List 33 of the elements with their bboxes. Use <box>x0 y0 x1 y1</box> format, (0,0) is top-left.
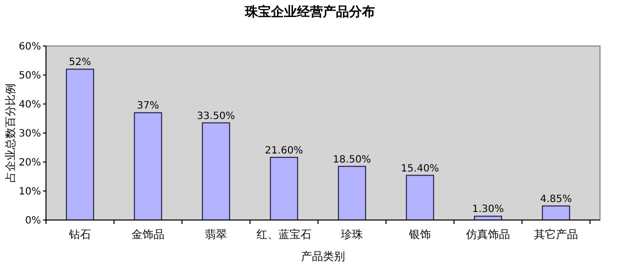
x-tick-label: 其它产品 <box>534 228 578 241</box>
chart-title: 珠宝企业经营产品分布 <box>244 4 375 20</box>
data-label: 37% <box>136 100 160 112</box>
bar <box>338 166 366 220</box>
x-tick-label: 金饰品 <box>132 228 164 241</box>
data-label: 1.30% <box>472 204 504 216</box>
data-label: 18.50% <box>332 154 372 166</box>
bar <box>202 122 230 220</box>
x-tick-label: 红、蓝宝石 <box>256 228 312 241</box>
x-tick-label: 珍珠 <box>341 228 363 241</box>
y-tick-label: 10% <box>18 186 41 198</box>
data-label: 15.40% <box>400 163 440 174</box>
data-label: 52% <box>68 57 92 68</box>
y-tick-label: 20% <box>18 158 41 168</box>
y-tick-label: 60% <box>18 42 41 52</box>
x-tick-label: 钻石 <box>68 228 91 241</box>
data-label: 33.50% <box>196 110 236 122</box>
data-label: 4.85% <box>540 194 572 205</box>
y-tick-label: 50% <box>18 70 41 82</box>
bar <box>134 112 162 220</box>
x-tick-label: 仿真饰品 <box>465 228 510 241</box>
bar <box>406 174 434 220</box>
bar <box>270 156 298 220</box>
y-axis-title: 占企业总数百分比例 <box>4 84 17 182</box>
y-tick-label: 30% <box>18 128 41 140</box>
y-tick-label: 40% <box>18 100 41 110</box>
x-axis-title: 产品类别 <box>301 250 345 263</box>
data-label: 21.60% <box>264 145 304 156</box>
x-tick-label: 翡翠 <box>205 228 227 241</box>
y-tick-label: 0% <box>25 216 41 226</box>
bar <box>66 68 94 220</box>
bar <box>542 205 570 220</box>
x-tick-label: 银饰 <box>408 228 431 241</box>
